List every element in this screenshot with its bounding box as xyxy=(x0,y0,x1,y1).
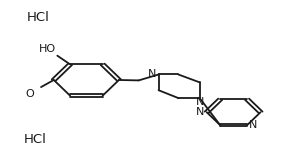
Text: methoxy: methoxy xyxy=(46,87,52,88)
Text: HCl: HCl xyxy=(24,133,47,146)
Text: N: N xyxy=(196,107,205,117)
Text: HCl: HCl xyxy=(27,11,50,24)
Text: N: N xyxy=(249,120,257,130)
Text: N: N xyxy=(148,69,156,80)
Text: HO: HO xyxy=(39,44,56,54)
Text: methoxy: methoxy xyxy=(33,87,39,88)
Text: N: N xyxy=(195,96,204,107)
Text: O: O xyxy=(25,89,34,99)
